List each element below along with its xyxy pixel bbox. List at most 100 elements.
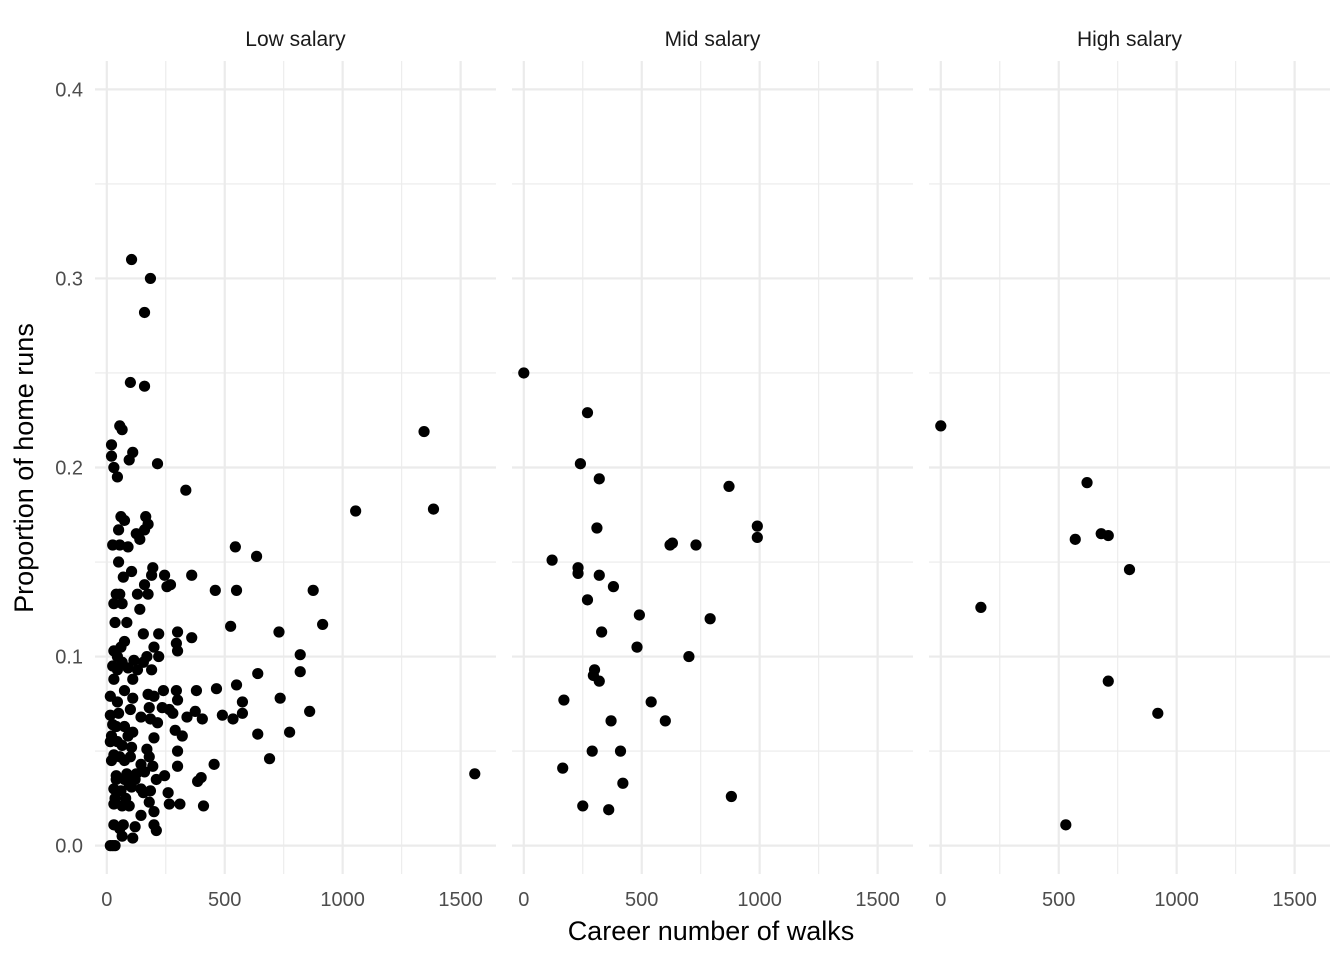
data-point [225, 620, 237, 632]
data-point [123, 800, 135, 812]
data-point [125, 781, 138, 793]
data-point [284, 726, 296, 738]
data-point [105, 450, 118, 462]
data-point [148, 641, 160, 653]
data-point [294, 666, 306, 678]
y-tick-label: 0.0 [55, 836, 83, 858]
data-point [153, 650, 165, 663]
data-point [118, 754, 131, 767]
data-point [121, 616, 133, 629]
data-point [227, 713, 239, 725]
data-point [105, 754, 118, 767]
x-tick-label: 1500 [1272, 889, 1317, 911]
data-point [162, 787, 174, 799]
data-point [189, 705, 201, 718]
data-point [617, 777, 629, 789]
y-tick-label: 0.1 [55, 647, 83, 669]
data-point [135, 711, 147, 723]
data-point [593, 473, 605, 485]
data-point [138, 380, 151, 392]
data-point [273, 626, 285, 638]
data-point [110, 773, 122, 786]
data-point [581, 407, 594, 419]
data-point [137, 787, 149, 799]
x-tick-label: 500 [208, 889, 241, 911]
data-point [151, 458, 164, 470]
data-point [108, 673, 120, 685]
data-point [557, 762, 569, 774]
y-tick-label: 0.2 [55, 458, 83, 480]
data-point [125, 741, 138, 753]
panel-3: High salary 0 500 1000 1500 [929, 28, 1330, 911]
data-point [110, 720, 122, 733]
data-point [127, 673, 139, 685]
data-point [118, 514, 131, 527]
data-point [174, 798, 186, 810]
data-point [236, 707, 249, 719]
data-point [586, 745, 598, 757]
data-point [607, 581, 620, 593]
data-point [111, 664, 124, 676]
data-point [158, 569, 171, 581]
data-point [171, 626, 184, 638]
data-point [596, 626, 608, 638]
x-tick-label: 0 [101, 889, 112, 911]
data-point [122, 730, 134, 742]
data-point [125, 565, 138, 578]
data-point [176, 730, 188, 742]
data-point [127, 692, 139, 704]
facet-title: Low salary [245, 28, 346, 51]
data-point [143, 702, 155, 714]
data-point [186, 569, 198, 581]
data-point [129, 821, 141, 833]
data-point [975, 601, 987, 614]
data-point [725, 790, 737, 803]
data-point [751, 520, 763, 532]
data-point [216, 709, 228, 721]
data-point [122, 662, 134, 674]
data-point [197, 800, 210, 812]
data-point [111, 696, 124, 708]
data-point [614, 745, 627, 757]
data-point [263, 753, 276, 765]
data-point [127, 832, 139, 844]
data-point [123, 454, 135, 466]
data-point [116, 598, 128, 610]
data-point [105, 439, 118, 451]
data-point [751, 531, 763, 544]
data-point [572, 567, 584, 579]
data-point [137, 656, 149, 668]
data-point [171, 694, 184, 706]
data-point [427, 503, 440, 515]
data-point [138, 306, 151, 319]
data-point [195, 771, 207, 784]
data-point [186, 632, 198, 644]
x-tick-label: 500 [1042, 889, 1075, 911]
x-tick-label: 1500 [855, 889, 900, 911]
x-tick-label: 1500 [438, 889, 483, 911]
panels-layer: Low salary 0 500 1000 1500 0.0 0.1 0.2 0.3 0.4 Mid… [55, 28, 1330, 911]
data-point [146, 569, 158, 581]
data-point [180, 484, 192, 496]
data-point [558, 694, 570, 706]
data-point [593, 675, 605, 687]
data-point [138, 579, 151, 591]
data-point [171, 745, 184, 757]
data-point [116, 739, 128, 752]
data-point [131, 588, 144, 600]
data-point [111, 471, 124, 483]
data-point [112, 524, 125, 536]
data-point [171, 760, 184, 772]
data-point [593, 569, 605, 581]
data-point [577, 800, 589, 812]
data-point [659, 715, 671, 727]
data-point [181, 711, 193, 723]
data-point [252, 728, 264, 740]
x-tick-label: 0 [518, 889, 529, 911]
data-point [143, 796, 155, 808]
data-point [109, 616, 121, 629]
data-point [603, 804, 615, 816]
data-point [935, 420, 947, 432]
data-point [148, 806, 160, 818]
